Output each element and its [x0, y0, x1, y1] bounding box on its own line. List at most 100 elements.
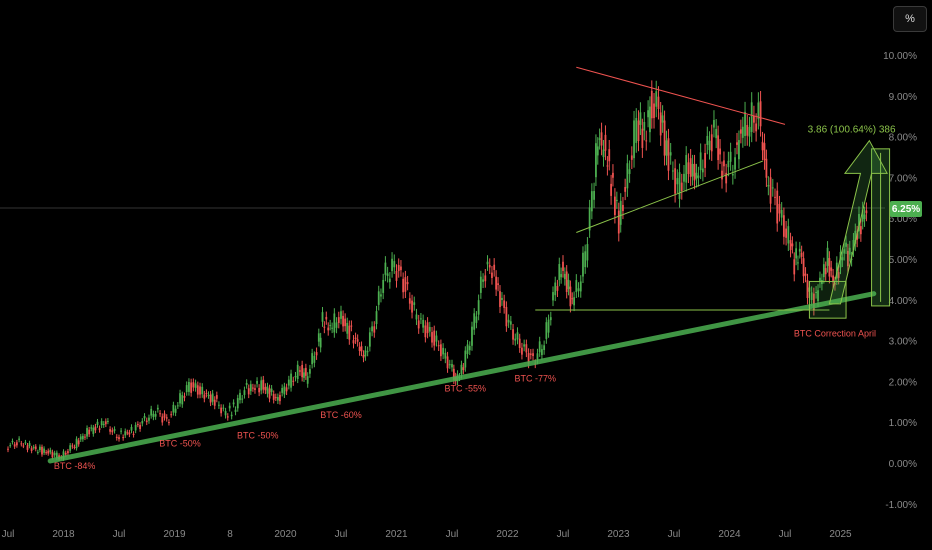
candle-body — [435, 335, 438, 342]
candle-body — [847, 250, 849, 267]
candle-body — [598, 138, 601, 140]
candle-body — [757, 102, 760, 120]
candle-body — [753, 115, 755, 123]
candle-body — [507, 319, 510, 323]
candle-body — [331, 327, 334, 329]
y-tick-label: 0.00% — [889, 459, 917, 470]
candle-body — [573, 297, 575, 306]
x-tick-label: 2023 — [607, 529, 630, 540]
y-tick-label: -1.00% — [885, 500, 917, 511]
candle-body — [612, 172, 614, 178]
y-tick-label: 2.00% — [889, 377, 917, 388]
candle-body — [858, 213, 860, 232]
candle-body — [126, 432, 129, 434]
candle-body — [582, 252, 584, 277]
candle-body — [617, 210, 620, 234]
candle-body — [299, 370, 301, 372]
candle-body — [547, 319, 550, 333]
candle-body — [170, 414, 173, 416]
candle-body — [518, 338, 521, 348]
candle-body — [420, 318, 422, 320]
candle-body — [650, 90, 653, 119]
candle-body — [776, 190, 779, 224]
candle-body — [558, 264, 561, 280]
candle-body — [830, 267, 833, 271]
candle-body — [575, 280, 578, 293]
candle-body — [501, 297, 503, 301]
y-tick-label: 8.00% — [889, 133, 917, 144]
candle-body — [595, 143, 597, 178]
x-tick-label: 2018 — [52, 529, 75, 540]
candle-body — [560, 274, 563, 278]
candle-body — [586, 244, 589, 261]
candle-body — [769, 177, 772, 204]
candle-body — [713, 120, 715, 128]
candle-body — [319, 337, 322, 348]
candle-body — [667, 138, 670, 171]
percent-scale-button[interactable]: % — [893, 6, 927, 32]
candle-body — [251, 387, 254, 389]
candle-body — [680, 182, 683, 191]
candle-body — [719, 148, 721, 155]
candle-body — [342, 315, 344, 327]
candle-body — [482, 279, 484, 282]
x-tick-label: Jul — [113, 529, 126, 540]
candle-body — [676, 178, 679, 185]
triangle-upper-line — [576, 66, 786, 125]
candle-body — [674, 168, 677, 194]
candle-body — [606, 165, 609, 167]
candle-body — [90, 427, 93, 429]
candle-body — [793, 259, 796, 275]
candle-body — [165, 417, 168, 419]
candle-body — [220, 407, 223, 414]
candle-body — [393, 261, 396, 268]
candle-body — [633, 120, 635, 159]
candle-body — [303, 372, 305, 378]
long-term-trendline — [47, 291, 877, 464]
candle-body — [514, 338, 517, 341]
candle-body — [292, 380, 295, 382]
y-tick-label: 10.00% — [883, 51, 917, 62]
candle-body — [708, 140, 711, 151]
candle-body — [358, 346, 361, 351]
candle-body — [49, 449, 52, 453]
candle-body — [377, 291, 380, 305]
candle-body — [315, 352, 318, 356]
candle-body — [750, 102, 753, 132]
candle-body — [473, 313, 476, 330]
annotation-label: BTC -50% — [159, 439, 201, 449]
candle-body — [323, 326, 326, 328]
candle-body — [313, 355, 316, 363]
candle-body — [190, 382, 193, 393]
candle-body — [795, 248, 797, 259]
x-tick-label: 2020 — [274, 529, 297, 540]
projection-arrow — [828, 139, 888, 305]
candle-body — [327, 327, 330, 331]
candle-body — [373, 326, 376, 333]
candle-body — [505, 306, 508, 327]
candle-body — [848, 247, 851, 255]
candle-body — [45, 452, 48, 454]
candle-body — [335, 322, 338, 328]
candle-body — [725, 172, 728, 184]
candle-body — [148, 417, 150, 421]
candle-body — [159, 413, 161, 415]
candle-body — [639, 112, 642, 125]
candle-body — [236, 398, 239, 409]
candle-body — [495, 276, 498, 290]
candle-body — [364, 350, 367, 357]
candle-body — [543, 345, 546, 350]
candle-body — [205, 392, 208, 394]
y-tick-label: 5.00% — [889, 255, 917, 266]
candle-body — [556, 286, 559, 291]
candle-body — [415, 314, 418, 320]
candle-body — [761, 141, 764, 151]
candle-body — [333, 313, 336, 333]
candle-body — [843, 249, 846, 254]
candle-body — [86, 428, 88, 437]
candle-body — [188, 381, 190, 392]
candle-body — [329, 325, 332, 327]
annotation-label: BTC -77% — [514, 373, 556, 383]
candle-body — [835, 262, 838, 279]
